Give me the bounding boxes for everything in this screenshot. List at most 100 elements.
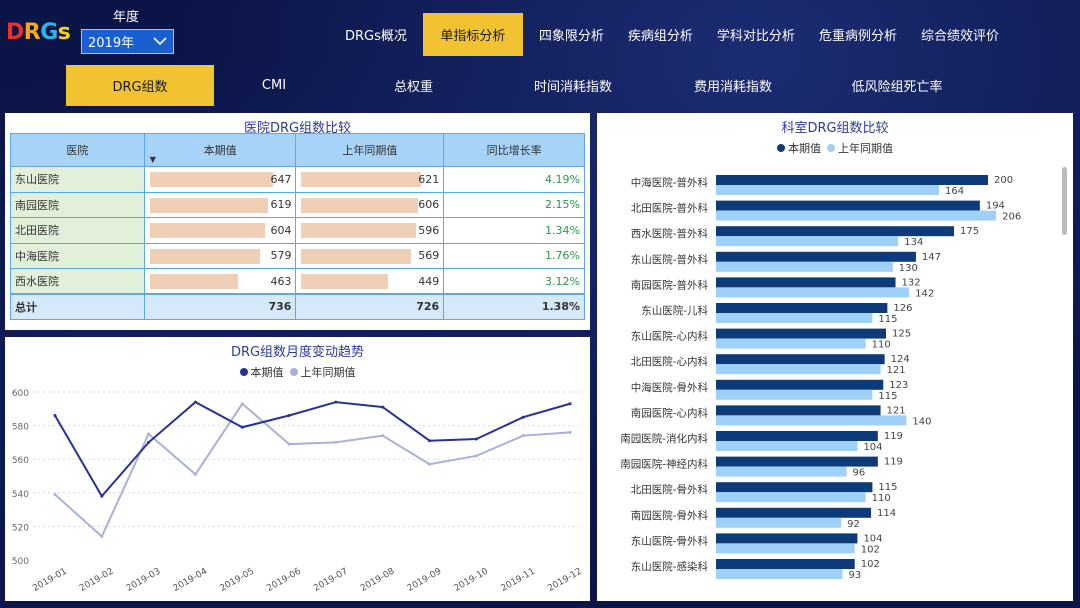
current-value-cell: 579	[144, 242, 297, 269]
topnav-item-5[interactable]: 危重病例分析	[818, 29, 897, 44]
line-point	[521, 434, 525, 438]
bar-value-current: 115	[878, 482, 897, 493]
bar-value-previous: 164	[945, 186, 964, 197]
category-label: 北田医院-骨外科	[631, 483, 709, 496]
bar-previous	[716, 569, 843, 579]
line-point	[287, 442, 291, 446]
table-row[interactable]: 东山医院 647 621 4.19%	[10, 166, 585, 193]
bar-value-current: 147	[922, 252, 941, 263]
sort-desc-icon[interactable]: ▼	[149, 155, 156, 164]
previous-value-cell: 596	[295, 217, 445, 244]
table-row[interactable]: 西水医院 463 449 3.12%	[10, 268, 585, 295]
y-tick-label: 580	[12, 423, 29, 433]
bar-previous	[716, 185, 940, 195]
total-label: 总计	[10, 293, 145, 320]
series-line-0	[54, 400, 571, 498]
bar-chart-legend: 本期值 上年同期值	[597, 140, 1073, 156]
line-point	[381, 434, 385, 438]
hospital-name: 东山医院	[10, 166, 145, 193]
hospital-name: 北田医院	[10, 217, 145, 244]
legend-item-current[interactable]: 本期值	[239, 364, 284, 380]
line-point	[193, 472, 197, 476]
subnav-tab-2[interactable]: 总权重	[393, 80, 433, 95]
drgs-logo: DRGs	[6, 20, 71, 45]
bar-value-current: 194	[986, 201, 1005, 212]
year-select[interactable]: 2019年	[81, 29, 174, 54]
bar-value-previous: 115	[878, 391, 897, 402]
bar-current	[716, 379, 884, 390]
bar-value-previous: 110	[872, 493, 891, 504]
bar-previous	[716, 415, 907, 426]
series-line-1	[54, 402, 571, 539]
legend-dot-previous	[289, 368, 298, 376]
x-tick-label: 2019-04	[172, 566, 210, 594]
line-point	[193, 400, 197, 404]
x-tick-label: 2019-03	[125, 567, 163, 594]
vertical-scrollbar[interactable]	[1062, 167, 1067, 597]
subnav-tab-1[interactable]: CMI	[261, 78, 287, 93]
bar-current	[716, 354, 885, 365]
bar-previous	[716, 364, 881, 375]
current-value-bar	[149, 274, 238, 289]
legend-item-previous[interactable]: 上年同期值	[289, 364, 356, 380]
subnav-tab-4[interactable]: 费用消耗指数	[693, 80, 772, 95]
legend-item-previous[interactable]: 上年同期值	[827, 140, 893, 156]
line-point	[100, 534, 104, 538]
line-point	[334, 400, 338, 404]
bar-value-current: 200	[994, 175, 1013, 186]
hospital-table-title: 医院DRG组数比较	[243, 121, 352, 136]
table-row[interactable]: 中海医院 579 569 1.76%	[10, 242, 585, 269]
line-point	[568, 402, 572, 406]
topnav-item-0[interactable]: DRGs概况	[345, 29, 407, 44]
previous-value-bar	[301, 172, 422, 187]
topnav-item-1[interactable]: 单指标分析	[422, 13, 523, 56]
table-row[interactable]: 南园医院 619 606 2.15%	[10, 191, 585, 218]
line-chart-legend: 本期值 上年同期值	[5, 364, 590, 380]
bar-previous	[716, 492, 866, 503]
bar-previous	[716, 543, 855, 554]
bar-current	[716, 175, 988, 185]
top-nav: DRGs概况 单指标分析 四象限分析 疾病组分析 学科对比分析 危重病例分析 综合绩效评价	[333, 13, 1011, 56]
bar-previous	[716, 441, 858, 451]
y-tick-label: 500	[12, 557, 29, 567]
bar-value-current: 126	[893, 303, 912, 314]
category-label: 南园医院-普外科	[631, 278, 709, 291]
year-select-value: 2019年	[88, 36, 135, 51]
bar-value-previous: 96	[853, 468, 866, 479]
column-header-previous[interactable]: 上年同期值	[295, 133, 445, 167]
legend-item-current[interactable]: 本期值	[777, 140, 821, 156]
subnav-tab-5[interactable]: 低风险组死亡率	[851, 80, 943, 95]
topnav-item-3[interactable]: 疾病组分析	[627, 29, 693, 44]
y-tick-label: 540	[12, 490, 29, 500]
category-label: 南园医院-骨外科	[631, 509, 709, 522]
line-point	[53, 492, 57, 496]
category-label: 东山医院-骨外科	[631, 534, 709, 547]
line-chart-title: DRG组数月度变动趋势	[230, 345, 365, 360]
column-header-growth[interactable]: 同比增长率	[443, 133, 585, 167]
current-value-cell: 647	[144, 166, 297, 193]
category-label: 中海医院-骨外科	[631, 381, 709, 394]
bar-current	[716, 405, 881, 416]
y-tick-label: 600	[12, 389, 29, 399]
column-header-hospital[interactable]: 医院	[10, 133, 145, 167]
bar-current	[716, 303, 888, 313]
category-label: 东山医院-普外科	[631, 253, 709, 266]
subnav-tab-3[interactable]: 时间消耗指数	[533, 80, 612, 95]
topnav-item-2[interactable]: 四象限分析	[538, 29, 604, 44]
subnav-tab-0[interactable]: DRG组数	[66, 65, 214, 106]
bar-value-current: 121	[887, 405, 906, 416]
bar-current	[716, 226, 954, 237]
column-header-current[interactable]: 本期值 ▼	[143, 133, 297, 167]
chevron-down-icon	[153, 35, 167, 49]
bar-value-current: 132	[902, 277, 921, 288]
x-tick-label: 2019-10	[453, 566, 491, 594]
scrollbar-thumb[interactable]	[1062, 167, 1067, 235]
bar-previous	[716, 517, 842, 528]
topnav-item-4[interactable]: 学科对比分析	[716, 29, 795, 44]
x-tick-label: 2019-06	[265, 566, 303, 594]
line-point	[334, 440, 338, 444]
table-row[interactable]: 北田医院 604 596 1.34%	[10, 217, 585, 244]
category-label: 东山医院-儿科	[641, 304, 708, 317]
topnav-item-6[interactable]: 综合绩效评价	[920, 29, 999, 44]
line-point	[147, 432, 151, 436]
